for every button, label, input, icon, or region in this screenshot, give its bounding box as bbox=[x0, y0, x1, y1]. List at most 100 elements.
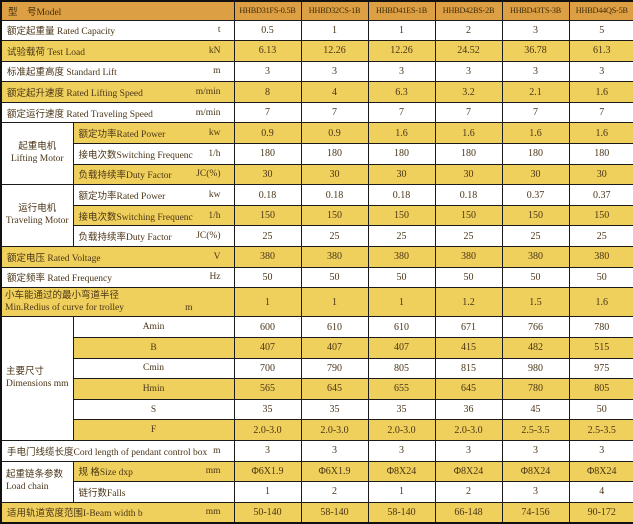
value-cell: 3 bbox=[367, 439, 436, 462]
spec-table-body: 额定起重量 Rated Capacity t 0.5 1 1 2 3 5 试验载荷 Test L… bbox=[0, 19, 633, 524]
row-label: 负载持续率Duty Factor JC(%) bbox=[72, 163, 235, 186]
value-cell: 3 bbox=[300, 60, 369, 83]
value-cell: 6.3 bbox=[367, 81, 436, 103]
model-header-cell: HHBD31FS-0.5B bbox=[233, 0, 302, 21]
value-cell: 7 bbox=[501, 101, 570, 124]
value-cell: 3 bbox=[501, 481, 570, 503]
value-cell: 35 bbox=[233, 398, 302, 421]
model-header-cell: HHBD42BS-2B bbox=[434, 0, 503, 21]
value-cell: 380 bbox=[568, 246, 633, 268]
value-cell: 2 bbox=[434, 19, 503, 42]
value-cell: 4 bbox=[568, 481, 633, 503]
table-row: 额定运行速度 Rated Traveling Speed m/min 7 7 7 7 7 7 bbox=[0, 101, 633, 124]
value-cell: Φ8X24 bbox=[568, 460, 633, 483]
value-cell: 565 bbox=[233, 378, 302, 400]
value-cell: 35 bbox=[300, 398, 369, 421]
value-cell: 7 bbox=[300, 101, 369, 124]
value-cell: 407 bbox=[300, 336, 369, 359]
value-cell: 2 bbox=[434, 481, 503, 503]
row-label: 额定运行速度 Rated Traveling Speed m/min bbox=[0, 101, 235, 124]
value-cell: 2.0-3.0 bbox=[434, 419, 503, 441]
value-cell: 12.26 bbox=[367, 40, 436, 62]
value-cell: 2.0-3.0 bbox=[300, 419, 369, 441]
table-row: 额定频率 Rated Frequency Hz 50 50 50 50 50 50 bbox=[0, 266, 633, 289]
value-cell: 1 bbox=[300, 287, 369, 318]
value-cell: 30 bbox=[568, 163, 633, 186]
model-header-cell: HHBD44QS-5B bbox=[568, 0, 633, 21]
model-header-cell: HHBD41ES-1B bbox=[367, 0, 436, 21]
row-label: F bbox=[72, 419, 235, 441]
table-row: 接电次数Switching Frequenc 1/h 180 180 180 180 180… bbox=[1, 143, 633, 165]
table-row: B 407 407 407 415 482 515 bbox=[1, 336, 633, 359]
value-cell: 3 bbox=[568, 60, 633, 83]
table-row: Cmin 700 790 805 815 980 975 bbox=[1, 357, 633, 380]
row-label: 额定频率 Rated Frequency Hz bbox=[0, 266, 235, 289]
value-cell: 790 bbox=[300, 357, 369, 380]
model-header-cell: HHBD32CS-1B bbox=[300, 0, 369, 21]
value-cell: 1.6 bbox=[568, 287, 633, 318]
value-cell: 30 bbox=[434, 163, 503, 186]
row-label: Hmin bbox=[72, 378, 235, 400]
value-cell: 180 bbox=[501, 143, 570, 165]
value-cell: 36 bbox=[434, 398, 503, 421]
value-cell: 45 bbox=[501, 398, 570, 421]
value-cell: 0.37 bbox=[568, 184, 633, 206]
table-row: S 35 35 35 36 45 50 bbox=[1, 398, 633, 421]
value-cell: 1.6 bbox=[568, 122, 633, 145]
value-cell: 66-148 bbox=[434, 501, 503, 524]
table-row: 负载持续率Duty Factor JC(%) 30 30 30 30 30 30 bbox=[1, 163, 633, 186]
value-cell: 0.18 bbox=[367, 184, 436, 206]
value-cell: 4 bbox=[300, 81, 369, 103]
value-cell: 180 bbox=[233, 143, 302, 165]
value-cell: 25 bbox=[300, 225, 369, 248]
value-cell: 50-140 bbox=[233, 501, 302, 524]
value-cell: 50 bbox=[233, 266, 302, 289]
row-label: B bbox=[72, 336, 235, 359]
value-cell: 180 bbox=[300, 143, 369, 165]
row-label: Amin bbox=[72, 316, 235, 338]
value-cell: 58-140 bbox=[300, 501, 369, 524]
value-cell: 0.9 bbox=[233, 122, 302, 145]
row-label: 额定功率Rated Power kw bbox=[72, 184, 235, 206]
value-cell: 380 bbox=[501, 246, 570, 268]
value-cell: 380 bbox=[367, 246, 436, 268]
value-cell: 780 bbox=[568, 316, 633, 338]
value-cell: 1 bbox=[300, 19, 369, 42]
value-cell: 3 bbox=[300, 439, 369, 462]
value-cell: 36.78 bbox=[501, 40, 570, 62]
row-label: 手电门线缆长度Cord length of pendant control bo… bbox=[0, 439, 235, 462]
value-cell: 1.2 bbox=[434, 287, 503, 318]
value-cell: 645 bbox=[300, 378, 369, 400]
table-row: 额定电压 Rated Voltage V 380 380 380 380 380 380 bbox=[0, 246, 633, 268]
row-label: 小车能通过的最小弯道半径 Min.Redius of curve for trol… bbox=[0, 287, 235, 318]
row-label: 额定电压 Rated Voltage V bbox=[0, 246, 235, 268]
value-cell: 0.9 bbox=[300, 122, 369, 145]
table-row: 负载持续率Duty Factor JC(%) 25 25 25 25 25 25 bbox=[1, 225, 633, 248]
value-cell: 58-140 bbox=[367, 501, 436, 524]
value-cell: 2.1 bbox=[501, 81, 570, 103]
value-cell: 3 bbox=[367, 60, 436, 83]
value-cell: 0.18 bbox=[434, 184, 503, 206]
value-cell: 90-172 bbox=[568, 501, 633, 524]
value-cell: 30 bbox=[367, 163, 436, 186]
value-cell: 380 bbox=[233, 246, 302, 268]
value-cell: 12.26 bbox=[300, 40, 369, 62]
value-cell: 3 bbox=[434, 60, 503, 83]
value-cell: Φ8X24 bbox=[367, 460, 436, 483]
table-row: 起重电机 Lifting Motor 额定功率Rated Power kw 0.9 0.9… bbox=[0, 122, 633, 186]
row-label: 接电次数Switching Frequenc 1/h bbox=[72, 204, 235, 227]
value-cell: 2.0-3.0 bbox=[367, 419, 436, 441]
value-cell: 180 bbox=[367, 143, 436, 165]
value-cell: 0.5 bbox=[233, 19, 302, 42]
value-cell: 815 bbox=[434, 357, 503, 380]
value-cell: 3 bbox=[501, 19, 570, 42]
table-row: 起重链条参数 Load chain 规 格Size dxp mm Φ6X1.9 Φ6X1.… bbox=[0, 460, 633, 503]
value-cell: 25 bbox=[568, 225, 633, 248]
value-cell: 180 bbox=[434, 143, 503, 165]
value-cell: 61.3 bbox=[568, 40, 633, 62]
group-label: 主要尺寸 Dimensions mm bbox=[0, 316, 74, 441]
value-cell: 1 bbox=[367, 481, 436, 503]
value-cell: 50 bbox=[367, 266, 436, 289]
row-label: 试验载荷 Test Load kN bbox=[0, 40, 235, 62]
table-row: 小车能通过的最小弯道半径 Min.Redius of curve for trol… bbox=[0, 287, 633, 318]
